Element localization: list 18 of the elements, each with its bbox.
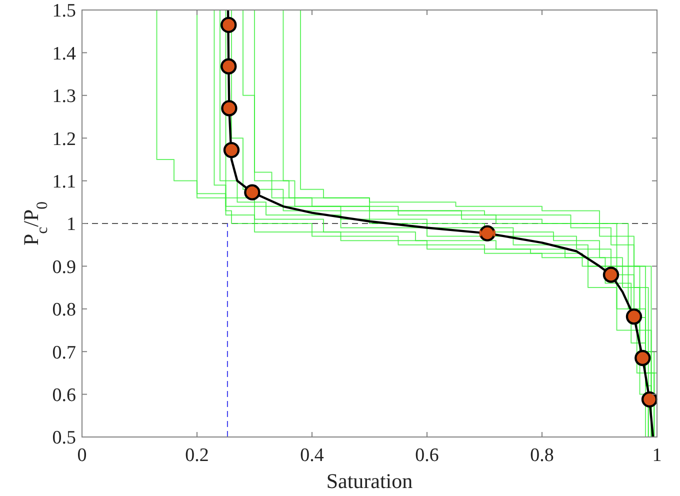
x-tick-label: 1 — [652, 445, 662, 466]
x-tick-label: 0.8 — [530, 445, 554, 466]
y-tick-label: 0.9 — [52, 256, 76, 278]
x-tick-label: 0 — [77, 445, 87, 466]
y-tick-label: 0.5 — [52, 428, 76, 449]
x-tick-label: 0.4 — [300, 445, 324, 466]
x-axis-title: Saturation — [326, 469, 414, 493]
x-tick-label: 0.6 — [415, 445, 439, 466]
y-tick-label: 1.2 — [52, 128, 76, 150]
y-tick-label: 1.5 — [52, 0, 76, 22]
y-tick-label: 1.4 — [52, 43, 76, 64]
y-tick-label: 1.3 — [52, 86, 76, 108]
y-tick-label: 1 — [66, 214, 76, 236]
y-tick-label: 1.1 — [52, 171, 76, 192]
y-tick-label: 0.7 — [52, 342, 76, 364]
x-tick-label: 0.2 — [185, 445, 209, 466]
y-tick-label: 0.8 — [52, 300, 76, 321]
y-tick-label: 0.6 — [52, 384, 76, 406]
